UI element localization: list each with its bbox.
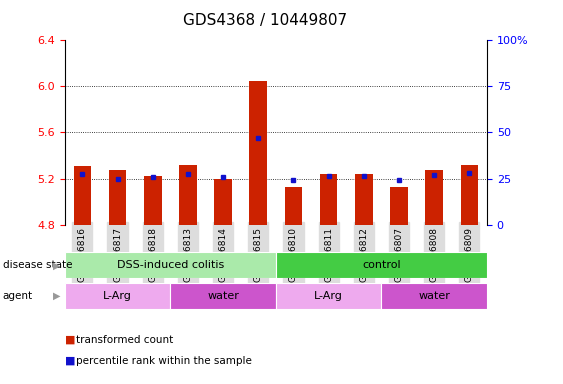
Text: ▶: ▶: [53, 260, 61, 270]
Text: L-Arg: L-Arg: [103, 291, 132, 301]
Bar: [390, 187, 408, 225]
Bar: [74, 166, 91, 225]
Bar: [461, 165, 478, 225]
Text: ▶: ▶: [53, 291, 61, 301]
Bar: [109, 170, 126, 225]
Text: control: control: [362, 260, 401, 270]
Bar: [276, 252, 487, 278]
Text: L-Arg: L-Arg: [314, 291, 343, 301]
Text: DSS-induced colitis: DSS-induced colitis: [117, 260, 224, 270]
Text: ■: ■: [65, 335, 75, 345]
Bar: [355, 174, 373, 225]
Text: ■: ■: [65, 356, 75, 366]
Bar: [285, 187, 302, 225]
Bar: [179, 165, 196, 225]
Bar: [65, 252, 276, 278]
Bar: [426, 170, 443, 225]
Text: agent: agent: [3, 291, 33, 301]
Text: transformed count: transformed count: [76, 335, 173, 345]
Bar: [249, 81, 267, 225]
Text: disease state: disease state: [3, 260, 72, 270]
Text: water: water: [418, 291, 450, 301]
Bar: [144, 176, 162, 225]
Bar: [276, 283, 382, 309]
Bar: [215, 179, 232, 225]
Text: water: water: [207, 291, 239, 301]
Text: GDS4368 / 10449807: GDS4368 / 10449807: [182, 13, 347, 28]
Bar: [171, 283, 276, 309]
Bar: [320, 174, 337, 225]
Bar: [65, 283, 171, 309]
Bar: [382, 283, 487, 309]
Text: percentile rank within the sample: percentile rank within the sample: [76, 356, 252, 366]
